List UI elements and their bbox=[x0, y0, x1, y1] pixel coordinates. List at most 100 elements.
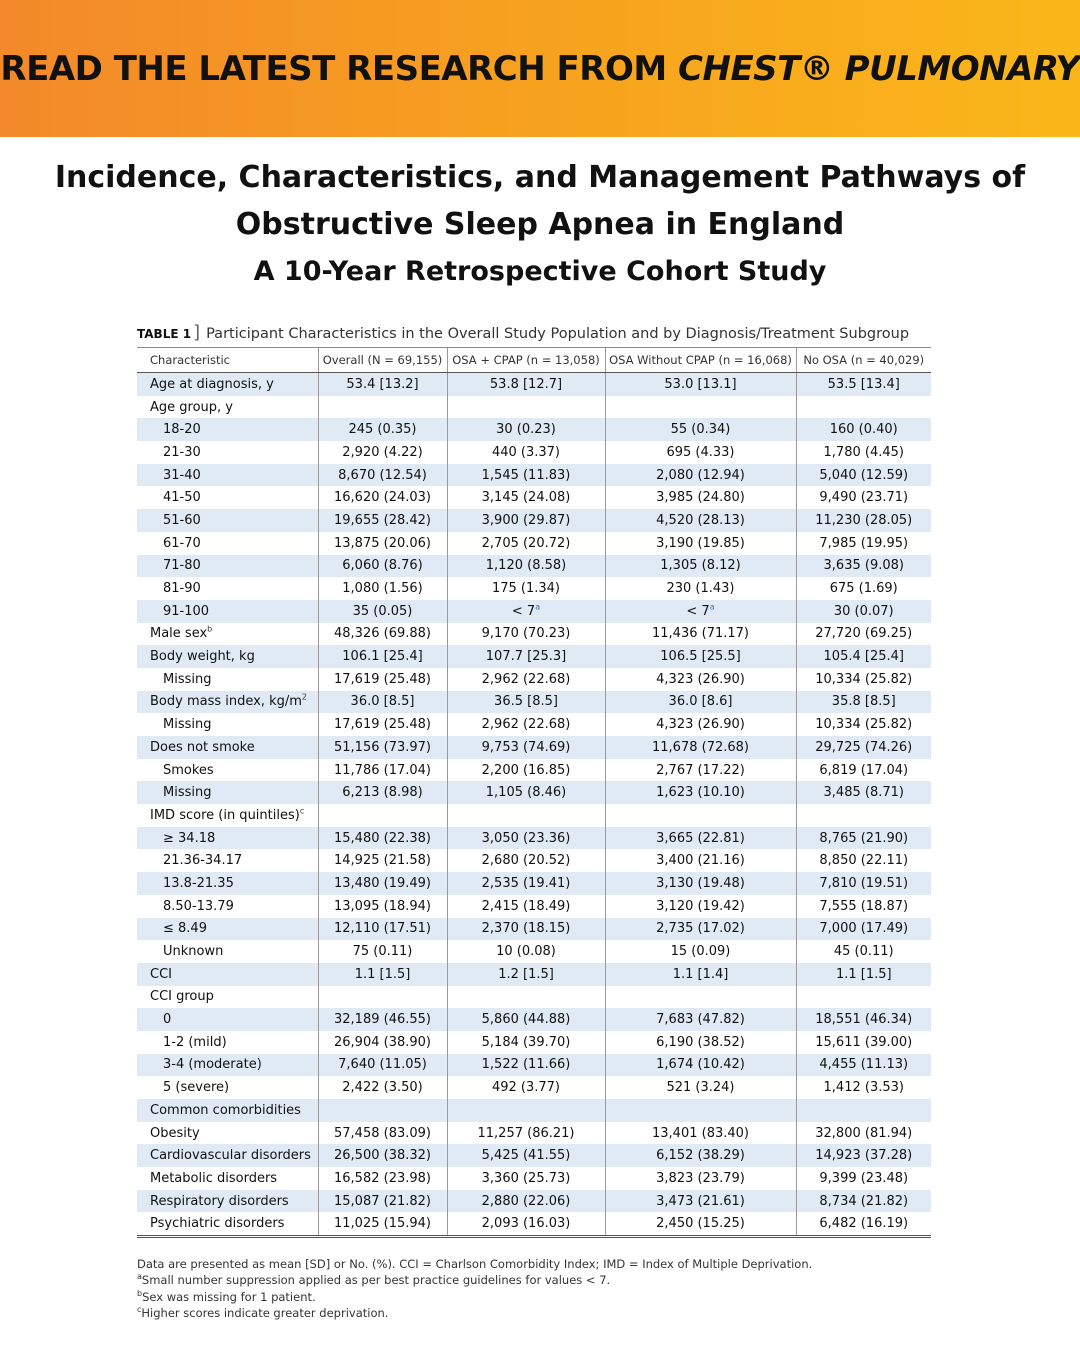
cell-text: 53.5 [13.4] bbox=[827, 376, 900, 392]
label-text: Metabolic disorders bbox=[150, 1170, 278, 1186]
cell-text: 1,120 (8.58) bbox=[485, 558, 567, 574]
cell: 7,640 (11.05) bbox=[317, 1053, 447, 1077]
cell: 35 (0.05) bbox=[317, 599, 447, 623]
cell: 2,680 (20.52) bbox=[446, 849, 605, 873]
cell-text: 12,110 (17.51) bbox=[334, 921, 431, 937]
cell: 11,257 (86.21) bbox=[446, 1121, 605, 1145]
label-text: 91-100 bbox=[163, 603, 210, 619]
cell: 3,130 (19.48) bbox=[604, 872, 796, 895]
table-row: Obesity 57,458 (83.09) 11,257 (86.21) 13,40… bbox=[137, 1121, 931, 1145]
cell-text: 107.7 [25.3] bbox=[485, 649, 567, 665]
cell: 695 (4.33) bbox=[604, 441, 796, 464]
cell-text: 1,412 (3.53) bbox=[823, 1080, 904, 1096]
table-row: Unknown 75 (0.11) 10 (0.08) 15 (0.09) 45 (0.… bbox=[137, 940, 931, 963]
cell-text: 10,334 (25.82) bbox=[815, 671, 913, 687]
label-text: 61-70 bbox=[163, 535, 201, 551]
cell: 11,025 (15.94) bbox=[317, 1212, 447, 1239]
cell-text: 26,500 (38.32) bbox=[334, 1148, 431, 1164]
cell-text: 3,400 (21.16) bbox=[656, 853, 745, 869]
cell-text: 1,674 (10.42) bbox=[656, 1057, 745, 1073]
cell bbox=[795, 1099, 931, 1122]
label-text: IMD score (in quintiles) bbox=[150, 807, 300, 823]
cell-text: 3,900 (29.87) bbox=[481, 512, 571, 528]
cell: 11,786 (17.04) bbox=[317, 758, 447, 782]
cell: 13,401 (83.40) bbox=[604, 1121, 796, 1145]
cell-text: 29,725 (74.26) bbox=[815, 739, 913, 755]
row-label: ≤ 8.49 bbox=[137, 917, 318, 941]
row-label: Missing bbox=[137, 668, 318, 691]
cell bbox=[317, 804, 447, 827]
cell bbox=[446, 395, 605, 419]
cell: 3,900 (29.87) bbox=[446, 509, 605, 532]
row-label: CCI bbox=[137, 962, 318, 986]
cell-text: 75 (0.11) bbox=[352, 944, 413, 960]
cell: 2,200 (16.85) bbox=[446, 758, 605, 782]
cell-text: 48,326 (69.88) bbox=[334, 626, 431, 642]
cell: 2,962 (22.68) bbox=[446, 667, 605, 691]
label-text: Body weight, kg bbox=[150, 649, 255, 665]
cell: 6,213 (8.98) bbox=[317, 781, 447, 805]
cell: 3,050 (23.36) bbox=[446, 826, 605, 850]
cell: 1,545 (11.83) bbox=[446, 463, 605, 487]
cell-text: 2,880 (22.06) bbox=[481, 1193, 571, 1209]
row-label: Body mass index, kg/m2 bbox=[137, 690, 318, 714]
cell-text: 7,640 (11.05) bbox=[338, 1057, 427, 1073]
table-label: TABLE 1 bbox=[137, 327, 192, 341]
cell-text: 160 (0.40) bbox=[829, 422, 898, 438]
cell-text: 19,655 (28.42) bbox=[334, 512, 431, 528]
cell-text: 1,522 (11.66) bbox=[481, 1057, 571, 1073]
cell-text: 2,767 (17.22) bbox=[656, 762, 745, 778]
footnote-marker: a bbox=[709, 602, 715, 612]
cell: 1,305 (8.12) bbox=[604, 554, 796, 578]
cell-text: 3,130 (19.48) bbox=[656, 875, 745, 891]
cell-text: 5,040 (12.59) bbox=[819, 467, 909, 483]
cell-text: 32,189 (46.55) bbox=[334, 1012, 431, 1028]
cell: 675 (1.69) bbox=[795, 577, 931, 600]
cell-text: 3,985 (24.80) bbox=[656, 490, 745, 506]
cell: 15,611 (39.00) bbox=[795, 1030, 931, 1054]
cell-text: 695 (4.33) bbox=[666, 444, 735, 460]
row-label: 3-4 (moderate) bbox=[137, 1053, 318, 1077]
table-row: Common comorbidities bbox=[137, 1099, 931, 1122]
cell bbox=[446, 985, 605, 1009]
cell: 11,436 (71.17) bbox=[604, 622, 796, 646]
cell: 105.4 [25.4] bbox=[795, 645, 931, 668]
label-text: Smokes bbox=[163, 762, 214, 778]
cell-text: 5,184 (39.70) bbox=[481, 1034, 571, 1050]
row-label: Age group, y bbox=[137, 396, 318, 419]
table-row: 81-90 1,080 (1.56) 175 (1.34) 230 (1.43) 675… bbox=[137, 577, 931, 600]
cell: 11,230 (28.05) bbox=[795, 509, 931, 532]
row-label: 21-30 bbox=[137, 441, 318, 464]
cell: 53.5 [13.4] bbox=[795, 372, 931, 396]
footnote-marker: a bbox=[535, 602, 541, 612]
cell: 6,482 (16.19) bbox=[795, 1212, 931, 1239]
cell-text: 32,800 (81.94) bbox=[815, 1125, 913, 1141]
row-label: Metabolic disorders bbox=[137, 1167, 318, 1190]
cell: 1,623 (10.10) bbox=[604, 781, 796, 805]
table-row: Smokes 11,786 (17.04) 2,200 (16.85) 2,767 (… bbox=[137, 758, 931, 782]
cell-text: 7,985 (19.95) bbox=[819, 535, 909, 551]
cell-text: 4,455 (11.13) bbox=[819, 1057, 909, 1073]
cell: 18,551 (46.34) bbox=[795, 1008, 931, 1031]
label-text: Obesity bbox=[150, 1125, 200, 1141]
cell: 1,105 (8.46) bbox=[446, 781, 605, 805]
row-label: Age at diagnosis, y bbox=[137, 372, 318, 396]
cell: 51,156 (73.97) bbox=[317, 736, 447, 759]
cell-text: 2,962 (22.68) bbox=[481, 717, 571, 733]
cell-text: 11,786 (17.04) bbox=[334, 762, 431, 778]
cell-text: 53.4 [13.2] bbox=[346, 376, 419, 392]
cell bbox=[604, 1099, 796, 1122]
footnote-marker: b bbox=[137, 1288, 143, 1298]
cell-text: 675 (1.69) bbox=[829, 581, 898, 597]
cell-text: 6,190 (38.52) bbox=[656, 1034, 745, 1050]
cell: 230 (1.43) bbox=[604, 577, 796, 600]
cell-text: 2,422 (3.50) bbox=[342, 1080, 423, 1096]
cell: 7,810 (19.51) bbox=[795, 872, 931, 895]
cell-text: 230 (1.43) bbox=[666, 581, 735, 597]
table-caption: TABLE 1] Participant Characteristics in t… bbox=[137, 322, 909, 343]
banner-text: READ THE LATEST RESEARCH FROM bbox=[0, 48, 679, 89]
cell: 2,415 (18.49) bbox=[446, 894, 605, 918]
bracket: ] bbox=[193, 322, 201, 343]
cell: 19,655 (28.42) bbox=[317, 509, 447, 532]
table-row: Missing 17,619 (25.48) 2,962 (22.68) 4,323 … bbox=[137, 667, 931, 691]
